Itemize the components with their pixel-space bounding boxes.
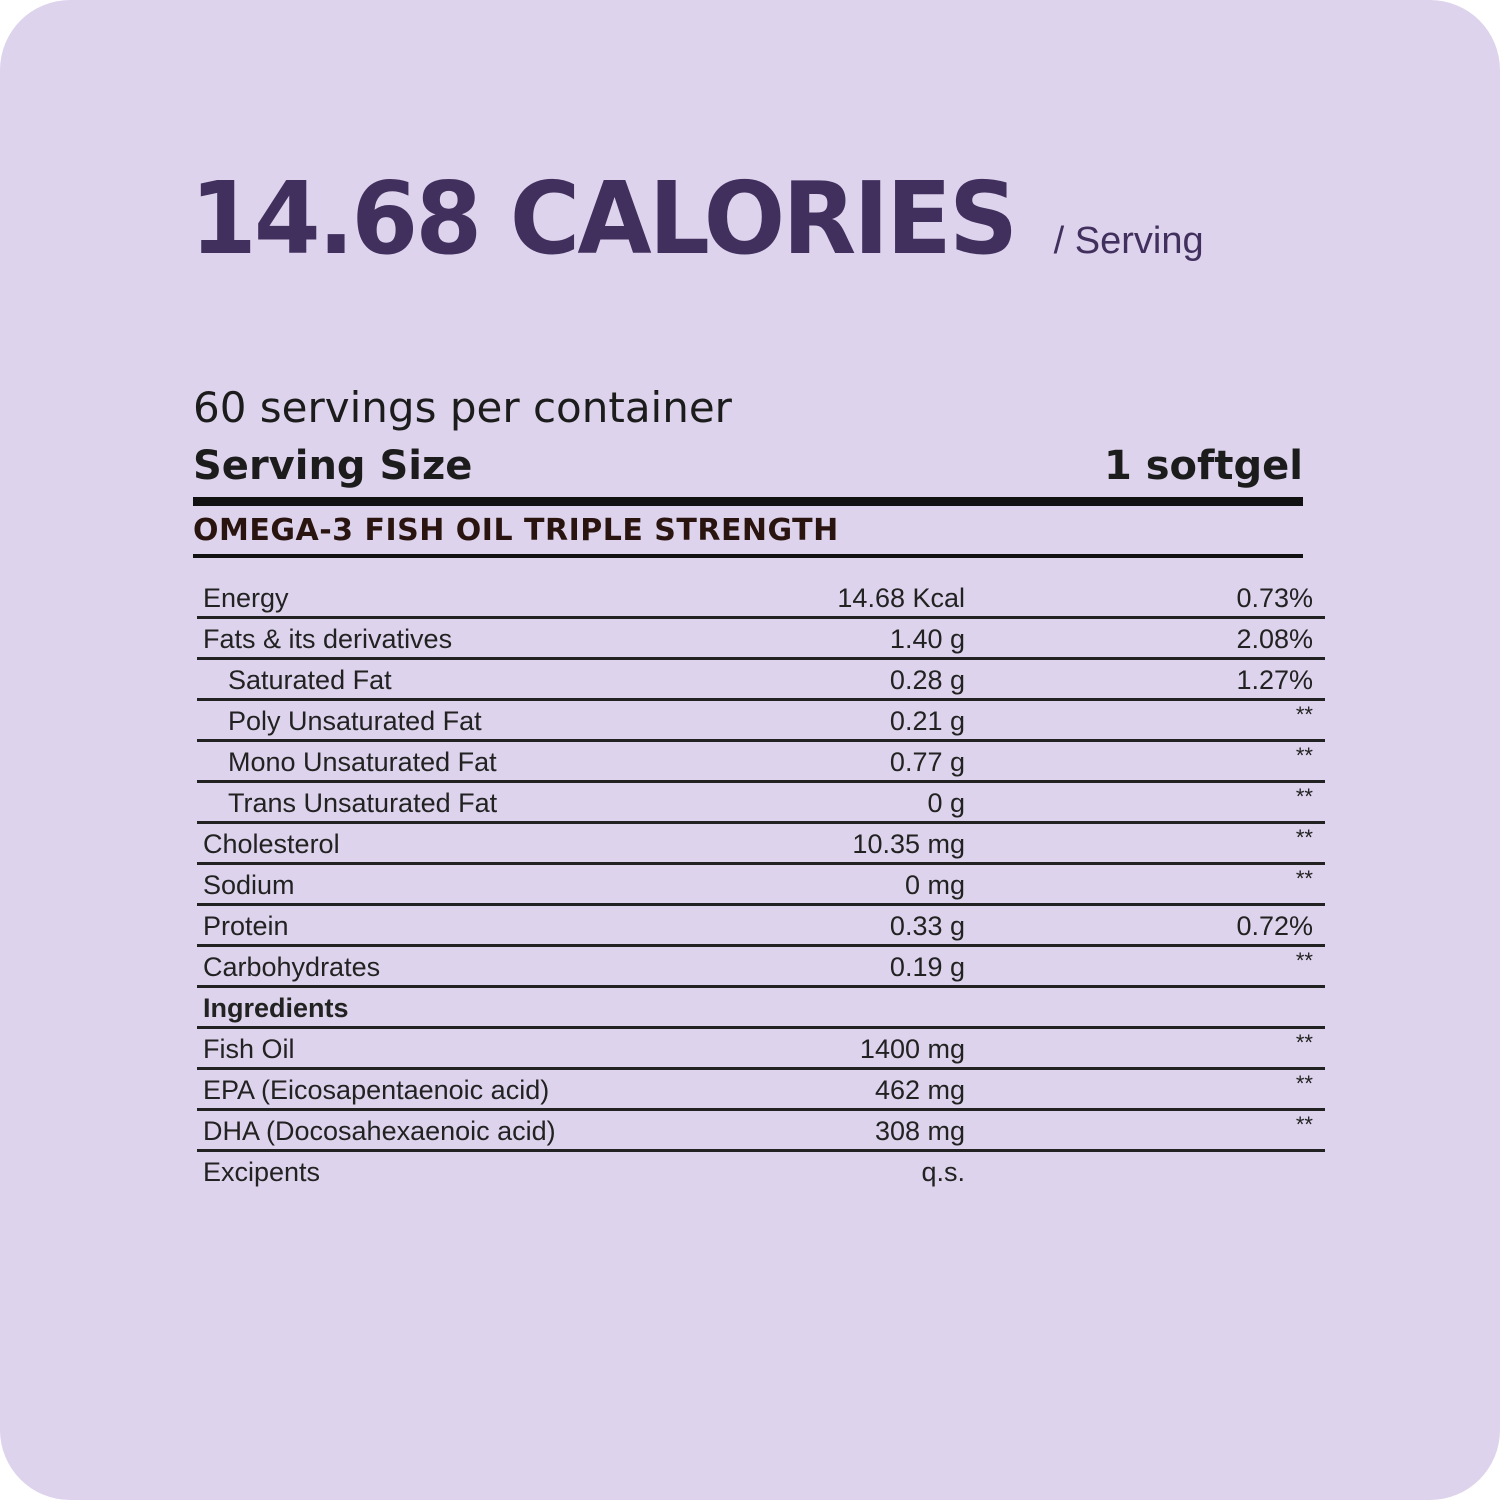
nutrient-daily-value: **: [1295, 702, 1313, 727]
nutrient-table: Energy 14.68 Kcal 0.73% Fats & its deriv…: [197, 578, 1325, 1190]
nutrient-amount: 0.21 g: [889, 706, 965, 736]
servings-per-container: 60 servings per container: [193, 383, 732, 432]
ingredient-name: Fish Oil: [203, 1034, 295, 1064]
nutrient-daily-value: **: [1295, 948, 1313, 973]
table-row: Excipents q.s.: [197, 1152, 1325, 1190]
nutrient-amount: 0 mg: [904, 870, 965, 900]
ingredient-amount: 1400 mg: [859, 1034, 965, 1064]
table-row: Sodium 0 mg **: [197, 865, 1325, 906]
table-row: Protein 0.33 g 0.72%: [197, 906, 1325, 947]
calories-headline: 14.68 CALORIES / Serving: [190, 160, 1204, 277]
nutrient-name: Trans Unsaturated Fat: [228, 788, 498, 818]
table-row: Mono Unsaturated Fat 0.77 g **: [197, 742, 1325, 783]
nutrient-daily-value: 2.08%: [1236, 624, 1313, 654]
calories-value: 14.68 CALORIES: [190, 160, 1018, 277]
nutrient-daily-value: 0.72%: [1236, 911, 1313, 941]
product-name: OMEGA-3 FISH OIL TRIPLE STRENGTH: [193, 513, 839, 548]
ingredients-heading: Ingredients: [203, 993, 349, 1023]
ingredient-amount: 308 mg: [874, 1116, 965, 1146]
table-row: Poly Unsaturated Fat 0.21 g **: [197, 701, 1325, 742]
nutrient-name: Mono Unsaturated Fat: [228, 747, 497, 777]
nutrient-daily-value: **: [1295, 784, 1313, 809]
serving-size-label: Serving Size: [193, 443, 473, 489]
nutrient-name: Cholesterol: [203, 829, 340, 859]
ingredient-amount: 462 mg: [874, 1075, 965, 1105]
nutrient-daily-value: **: [1295, 866, 1313, 891]
nutrient-daily-value: 0.73%: [1236, 583, 1313, 613]
nutrient-name: Sodium: [203, 870, 295, 900]
thick-divider: [193, 497, 1303, 506]
ingredient-amount: q.s.: [921, 1157, 965, 1187]
table-row: Fish Oil 1400 mg **: [197, 1029, 1325, 1070]
nutrient-daily-value: **: [1295, 743, 1313, 768]
table-row: Carbohydrates 0.19 g **: [197, 947, 1325, 988]
nutrient-amount: 0.77 g: [889, 747, 965, 777]
ingredient-daily-value: **: [1295, 1071, 1313, 1096]
ingredient-name: DHA (Docosahexaenoic acid): [203, 1116, 556, 1146]
serving-size-row: Serving Size 1 softgel: [193, 443, 1303, 489]
table-row: Fats & its derivatives 1.40 g 2.08%: [197, 619, 1325, 660]
table-row: Cholesterol 10.35 mg **: [197, 824, 1325, 865]
table-row: Energy 14.68 Kcal 0.73%: [197, 578, 1325, 619]
ingredient-name: EPA (Eicosapentaenoic acid): [203, 1075, 550, 1105]
ingredient-daily-value: **: [1295, 1112, 1313, 1137]
nutrient-amount: 0.33 g: [889, 911, 965, 941]
ingredient-name: Excipents: [203, 1157, 321, 1187]
nutrient-name: Protein: [203, 911, 289, 941]
table-row: Trans Unsaturated Fat 0 g **: [197, 783, 1325, 824]
nutrient-daily-value: **: [1295, 825, 1313, 850]
per-serving-label: / Serving: [1053, 220, 1204, 262]
nutrient-amount: 0.28 g: [889, 665, 965, 695]
nutrient-name: Saturated Fat: [228, 665, 392, 695]
table-row: DHA (Docosahexaenoic acid) 308 mg **: [197, 1111, 1325, 1152]
ingredient-daily-value: **: [1295, 1030, 1313, 1055]
table-row: Saturated Fat 0.28 g 1.27%: [197, 660, 1325, 701]
nutrient-amount: 10.35 mg: [852, 829, 965, 859]
nutrient-amount: 0.19 g: [889, 952, 965, 982]
thin-divider: [193, 554, 1303, 558]
nutrient-amount: 0 g: [927, 788, 965, 818]
table-row: EPA (Eicosapentaenoic acid) 462 mg **: [197, 1070, 1325, 1111]
nutrient-name: Poly Unsaturated Fat: [228, 706, 482, 736]
nutrient-name: Carbohydrates: [203, 952, 381, 982]
nutrient-daily-value: 1.27%: [1236, 665, 1313, 695]
nutrient-name: Energy: [203, 583, 289, 613]
nutrient-name: Fats & its derivatives: [203, 624, 453, 654]
ingredients-header-row: Ingredients: [197, 988, 1325, 1029]
nutrient-amount: 14.68 Kcal: [837, 583, 965, 613]
nutrient-amount: 1.40 g: [889, 624, 965, 654]
serving-size-value: 1 softgel: [1103, 443, 1303, 489]
